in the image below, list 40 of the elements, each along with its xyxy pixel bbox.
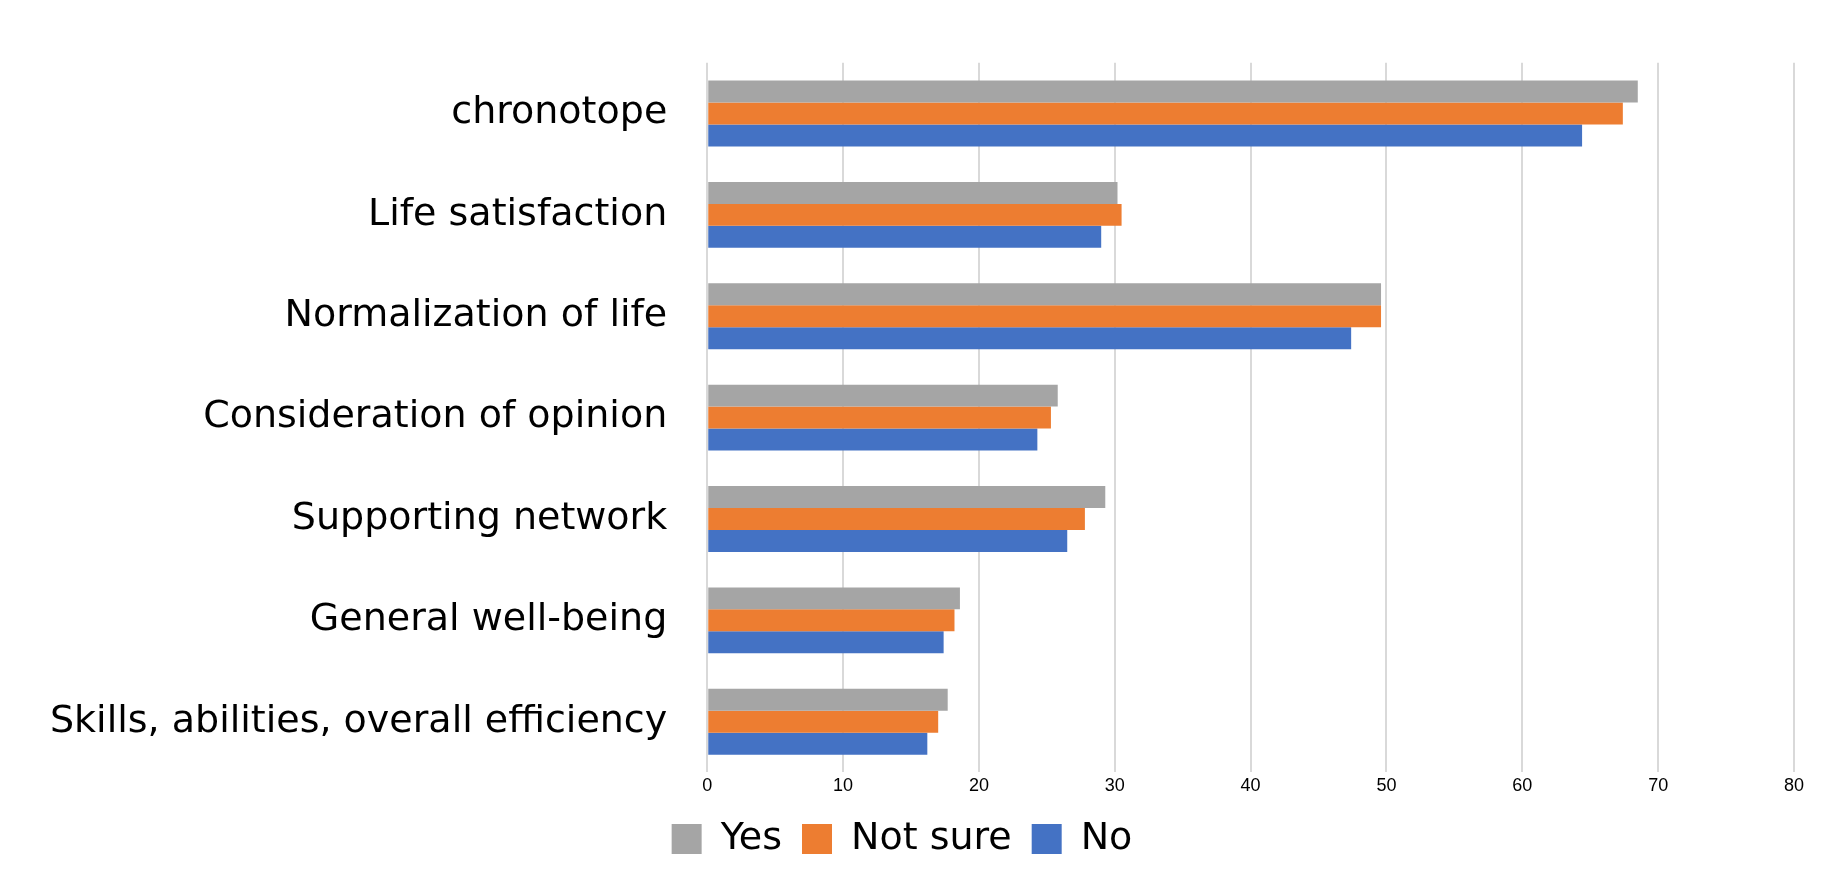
- y-tick-label: Supporting network: [291, 493, 668, 538]
- y-tick-label: General well-being: [309, 595, 668, 640]
- x-tick-label: 30: [1104, 775, 1125, 796]
- y-tick-label: Life satisfaction: [368, 189, 668, 234]
- bar: [708, 384, 1058, 407]
- bar: [708, 102, 1623, 125]
- x-tick-label: 60: [1512, 775, 1533, 796]
- x-tick-label: 80: [1783, 775, 1805, 796]
- bar: [708, 428, 1038, 451]
- bar: [708, 732, 928, 755]
- x-tick-label: 70: [1648, 775, 1669, 796]
- bar: [708, 406, 1051, 429]
- y-tick-label: Normalization of life: [284, 291, 668, 336]
- x-tick-label: 40: [1240, 775, 1261, 796]
- bar: [708, 710, 939, 733]
- x-tick-label: 50: [1376, 775, 1397, 796]
- bar: [708, 305, 1382, 328]
- bar: [708, 507, 1085, 530]
- bar: [708, 688, 948, 711]
- bar: [708, 80, 1638, 103]
- bar: [708, 181, 1118, 204]
- y-tick-label: chronotope: [451, 88, 668, 133]
- legend-label: Yes: [719, 813, 782, 858]
- bar: [708, 124, 1583, 147]
- bar: [708, 225, 1102, 248]
- bar: [708, 609, 955, 632]
- x-tick-label: 0: [702, 775, 713, 796]
- legend-label: No: [1080, 813, 1133, 858]
- x-tick-label: 20: [968, 775, 989, 796]
- bar: [708, 631, 944, 654]
- bar: [708, 486, 1106, 508]
- bar: [708, 587, 960, 610]
- bar: [708, 327, 1352, 350]
- y-tick-label: Consideration of opinion: [203, 392, 668, 437]
- x-tick-label: 10: [833, 775, 854, 796]
- y-tick-label: Skills, abilities, overall efficiency: [49, 696, 668, 741]
- bar: [708, 283, 1382, 306]
- bar: [708, 529, 1068, 552]
- legend-label: Not sure: [850, 813, 1012, 858]
- bar: [708, 203, 1122, 226]
